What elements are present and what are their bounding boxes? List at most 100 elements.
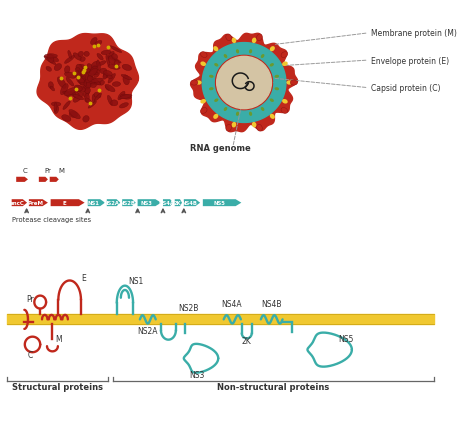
Ellipse shape — [81, 70, 85, 82]
Ellipse shape — [89, 69, 97, 77]
Ellipse shape — [236, 112, 239, 117]
Ellipse shape — [282, 62, 288, 67]
Ellipse shape — [201, 53, 207, 58]
Ellipse shape — [76, 65, 82, 73]
Ellipse shape — [78, 72, 91, 78]
Ellipse shape — [226, 35, 231, 42]
Ellipse shape — [57, 78, 66, 89]
Text: NS2B: NS2B — [119, 201, 135, 206]
Ellipse shape — [79, 65, 89, 71]
Ellipse shape — [81, 79, 94, 84]
Text: 2K: 2K — [173, 201, 181, 206]
Ellipse shape — [91, 79, 103, 83]
Polygon shape — [184, 200, 200, 207]
Ellipse shape — [76, 73, 83, 80]
Ellipse shape — [201, 108, 207, 114]
Polygon shape — [191, 34, 298, 132]
Ellipse shape — [112, 54, 118, 60]
Ellipse shape — [100, 69, 107, 75]
Ellipse shape — [84, 76, 89, 80]
Ellipse shape — [63, 92, 76, 96]
Ellipse shape — [232, 123, 236, 128]
Text: Capsid protein (C): Capsid protein (C) — [371, 84, 440, 93]
Text: ancC: ancC — [10, 201, 25, 206]
Ellipse shape — [196, 81, 201, 85]
Ellipse shape — [85, 76, 90, 89]
Ellipse shape — [232, 39, 236, 44]
Circle shape — [217, 57, 272, 109]
Ellipse shape — [70, 91, 79, 98]
Ellipse shape — [281, 53, 288, 58]
Ellipse shape — [121, 75, 132, 81]
Text: M: M — [55, 334, 62, 343]
Ellipse shape — [82, 77, 86, 87]
Polygon shape — [203, 200, 241, 207]
Ellipse shape — [286, 81, 292, 85]
Ellipse shape — [270, 47, 275, 52]
Ellipse shape — [47, 55, 54, 63]
Ellipse shape — [249, 50, 252, 54]
Ellipse shape — [89, 81, 100, 86]
Ellipse shape — [73, 74, 83, 78]
Ellipse shape — [213, 47, 219, 52]
Ellipse shape — [75, 72, 82, 81]
Ellipse shape — [85, 89, 91, 94]
Polygon shape — [29, 200, 48, 207]
Ellipse shape — [85, 99, 92, 105]
Ellipse shape — [103, 73, 108, 78]
Text: NS4B: NS4B — [182, 201, 198, 206]
Text: E: E — [63, 201, 67, 206]
Ellipse shape — [48, 82, 54, 89]
Ellipse shape — [270, 115, 275, 120]
Text: Structural proteins: Structural proteins — [12, 381, 103, 391]
Ellipse shape — [224, 108, 228, 112]
Ellipse shape — [201, 62, 206, 67]
Ellipse shape — [87, 77, 93, 82]
Ellipse shape — [83, 89, 90, 98]
Ellipse shape — [91, 38, 97, 46]
Ellipse shape — [74, 86, 82, 92]
Ellipse shape — [123, 76, 129, 85]
Ellipse shape — [55, 107, 59, 114]
Ellipse shape — [236, 50, 239, 54]
Ellipse shape — [97, 54, 103, 61]
Ellipse shape — [78, 78, 84, 84]
Ellipse shape — [108, 74, 115, 84]
Ellipse shape — [214, 64, 219, 67]
Ellipse shape — [274, 88, 279, 91]
Polygon shape — [39, 178, 48, 182]
Ellipse shape — [64, 67, 70, 74]
Ellipse shape — [68, 51, 72, 59]
Ellipse shape — [120, 95, 131, 100]
Polygon shape — [202, 43, 286, 123]
Text: 2K: 2K — [242, 336, 252, 345]
Polygon shape — [107, 200, 120, 207]
Ellipse shape — [209, 76, 214, 79]
Ellipse shape — [78, 52, 83, 58]
Ellipse shape — [105, 85, 115, 92]
Ellipse shape — [95, 94, 101, 102]
Ellipse shape — [81, 72, 87, 78]
Ellipse shape — [80, 58, 85, 62]
Ellipse shape — [92, 95, 95, 103]
Ellipse shape — [88, 81, 95, 86]
Ellipse shape — [91, 84, 96, 89]
Text: Non-structural proteins: Non-structural proteins — [218, 381, 329, 391]
Ellipse shape — [69, 112, 78, 118]
Ellipse shape — [65, 92, 71, 98]
Polygon shape — [12, 200, 27, 207]
Ellipse shape — [108, 65, 120, 70]
Text: Membrane protein (M): Membrane protein (M) — [371, 29, 457, 38]
Ellipse shape — [281, 108, 288, 114]
Polygon shape — [163, 200, 173, 207]
Text: Pr: Pr — [45, 168, 51, 174]
Ellipse shape — [110, 47, 122, 53]
Text: NS3: NS3 — [189, 371, 204, 379]
Ellipse shape — [77, 79, 82, 85]
Ellipse shape — [261, 55, 264, 59]
Polygon shape — [16, 178, 28, 182]
Ellipse shape — [44, 55, 57, 59]
Ellipse shape — [44, 57, 56, 66]
Polygon shape — [37, 34, 138, 130]
Ellipse shape — [103, 71, 112, 77]
